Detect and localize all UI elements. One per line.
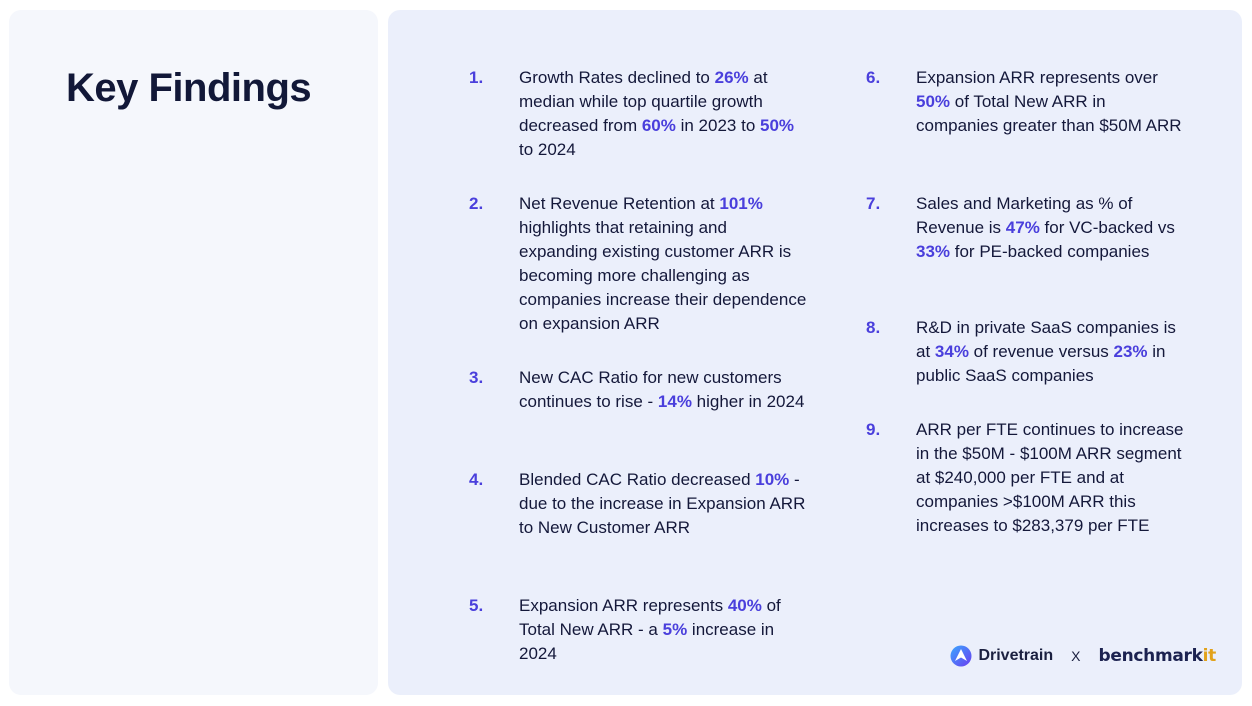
benchmarkit-wordmark-main: benchmark — [1098, 646, 1203, 666]
finding-text-segment: Growth Rates declined to — [519, 68, 715, 87]
finding-highlight-value: 60% — [641, 116, 676, 135]
finding-text: Growth Rates declined to 26% at median w… — [519, 68, 794, 159]
benchmarkit-wordmark-suffix: it — [1202, 646, 1217, 666]
finding-text-segment: in 2023 to — [675, 116, 760, 135]
finding-highlight-value: 101% — [719, 194, 763, 213]
finding-item: 6. Expansion ARR represents over 50% of T… — [866, 66, 1186, 138]
finding-text: Net Revenue Retention at 101% highlights… — [519, 194, 806, 333]
page-title: Key Findings — [66, 66, 312, 110]
finding-text-segment: - due to the increase in Expansion ARR t… — [519, 470, 806, 537]
finding-highlight-value: 10% — [755, 470, 790, 489]
finding-text-segment: Expansion ARR represents — [519, 596, 728, 615]
finding-highlight-value: 50% — [760, 116, 795, 135]
finding-number: 5. — [469, 596, 484, 615]
finding-highlight-value: 34% — [934, 342, 969, 361]
drivetrain-wordmark: Drivetrain — [978, 647, 1054, 664]
finding-highlight-value: 40% — [727, 596, 762, 615]
finding-text-segment: in public SaaS companies — [916, 342, 1166, 385]
finding-text-segment: Expansion ARR represents over — [916, 68, 1158, 87]
finding-number: 1. — [469, 68, 484, 87]
finding-number: 7. — [866, 194, 881, 213]
finding-text-segment: at median while top quartile growth decr… — [519, 68, 768, 135]
finding-text-segment: higher in 2024 — [691, 392, 805, 411]
finding-item: 8. R&D in private SaaS companies is at 34… — [866, 316, 1186, 388]
logo-separator: X — [1071, 648, 1081, 664]
finding-number: 2. — [469, 194, 484, 213]
finding-text: Sales and Marketing as % of Revenue is 4… — [916, 194, 1175, 261]
left-panel: Key Findings — [9, 10, 378, 695]
finding-highlight-value: 26% — [714, 68, 749, 87]
finding-text-segment: of revenue versus — [968, 342, 1114, 361]
finding-item: 1. Growth Rates declined to 26% at median… — [469, 66, 809, 162]
finding-text-segment: Sales and Marketing as % of Revenue is — [916, 194, 1133, 237]
finding-text-segment: to 2024 — [519, 140, 576, 159]
finding-text-segment: Net Revenue Retention at — [519, 194, 720, 213]
finding-text: ARR per FTE continues to increase in the… — [916, 420, 1183, 535]
finding-item: 7. Sales and Marketing as % of Revenue is… — [866, 192, 1186, 264]
finding-item: 9. ARR per FTE continues to increase in t… — [866, 418, 1186, 538]
finding-text: New CAC Ratio for new customers continue… — [519, 368, 804, 411]
finding-number: 6. — [866, 68, 881, 87]
finding-text: Blended CAC Ratio decreased 10% - due to… — [519, 470, 805, 537]
drivetrain-logo-icon — [950, 645, 972, 667]
finding-number: 8. — [866, 318, 881, 337]
finding-highlight-value: 14% — [657, 392, 692, 411]
finding-text: Expansion ARR represents over 50% of Tot… — [916, 68, 1182, 135]
finding-text: R&D in private SaaS companies is at 34% … — [916, 318, 1176, 385]
finding-item: 4. Blended CAC Ratio decreased 10% - due … — [469, 468, 809, 540]
finding-highlight-value: 23% — [1113, 342, 1148, 361]
finding-number: 3. — [469, 368, 484, 387]
finding-text: Expansion ARR represents 40% of Total Ne… — [519, 596, 781, 663]
finding-highlight-value: 47% — [1005, 218, 1040, 237]
finding-highlight-value: 50% — [916, 92, 951, 111]
drivetrain-logo: Drivetrain — [950, 645, 1053, 667]
finding-highlight-value: 33% — [916, 242, 951, 261]
partner-logos: Drivetrain X benchmarkit — [950, 645, 1216, 667]
finding-number: 4. — [469, 470, 484, 489]
finding-item: 2. Net Revenue Retention at 101% highligh… — [469, 192, 809, 336]
finding-highlight-value: 5% — [662, 620, 688, 639]
finding-text-segment: highlights that retaining and expanding … — [519, 218, 807, 333]
finding-item: 3. New CAC Ratio for new customers contin… — [469, 366, 809, 414]
finding-text-segment: R&D in private SaaS companies is at — [916, 318, 1176, 361]
finding-text-segment: for PE-backed companies — [950, 242, 1150, 261]
finding-number: 9. — [866, 420, 881, 439]
finding-text-segment: of Total New ARR - a — [519, 596, 781, 639]
finding-text-segment: for VC-backed vs — [1039, 218, 1175, 237]
finding-text-segment: ARR per FTE continues to increase in the… — [916, 420, 1184, 535]
finding-text-segment: of Total New ARR in companies greater th… — [916, 92, 1182, 135]
finding-text-segment: increase in 2024 — [519, 620, 775, 663]
finding-text-segment: New CAC Ratio for new customers continue… — [519, 368, 782, 411]
findings-panel: 1. Growth Rates declined to 26% at median… — [388, 10, 1242, 695]
finding-text-segment: Blended CAC Ratio decreased — [519, 470, 756, 489]
benchmarkit-logo: benchmarkit — [1098, 646, 1216, 666]
finding-item: 5. Expansion ARR represents 40% of Total … — [469, 594, 809, 666]
